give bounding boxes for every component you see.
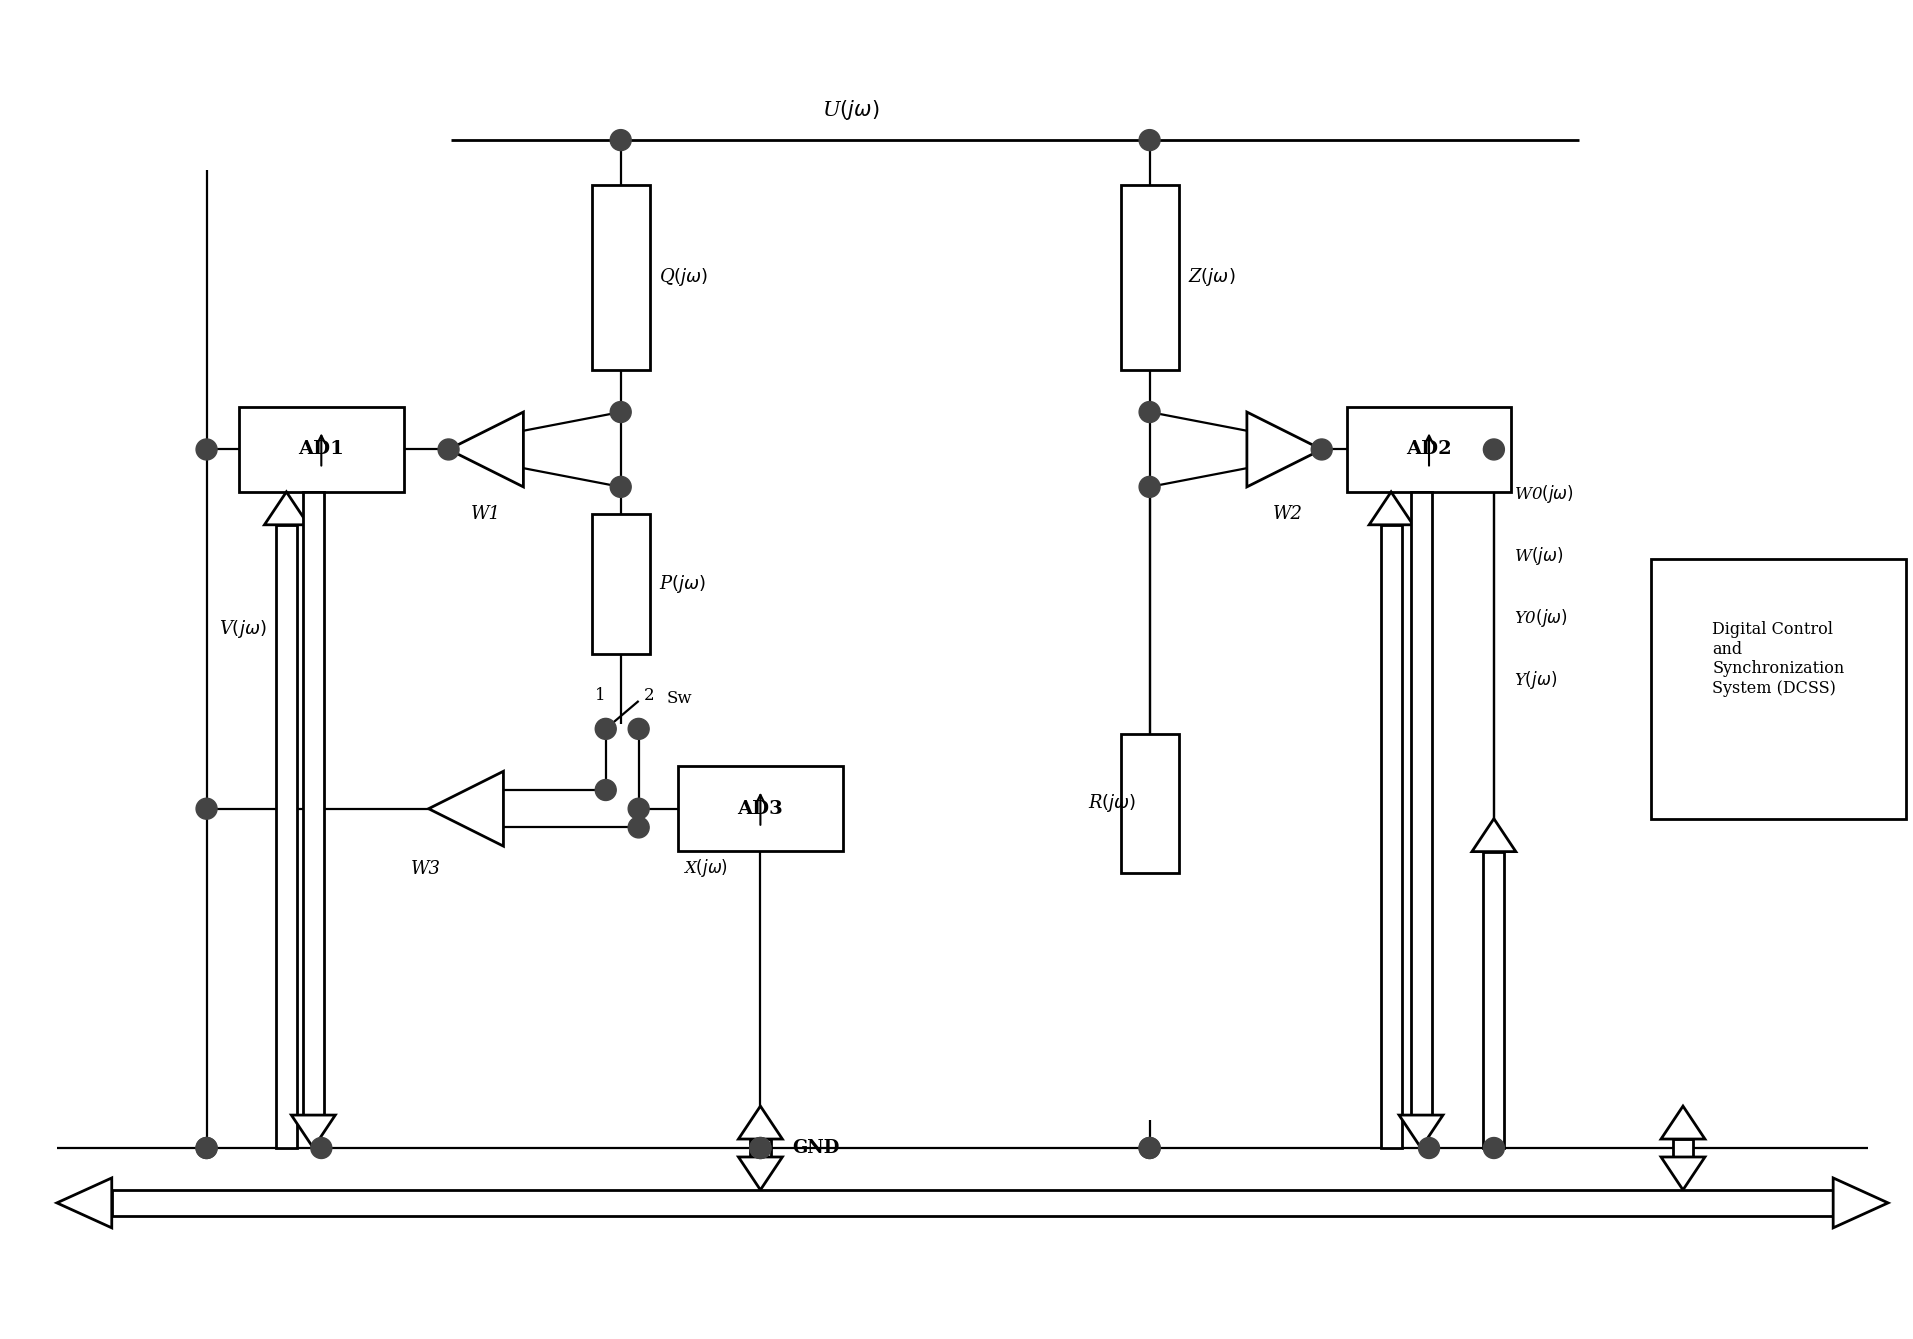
Circle shape bbox=[1138, 402, 1159, 423]
Bar bbox=[239, 407, 404, 491]
Circle shape bbox=[627, 719, 649, 739]
Bar bbox=[750, 1139, 771, 1157]
Circle shape bbox=[195, 439, 216, 459]
Text: +: + bbox=[1247, 459, 1261, 474]
Polygon shape bbox=[264, 491, 308, 525]
Text: P$(j\omega)$: P$(j\omega)$ bbox=[658, 573, 706, 595]
Circle shape bbox=[610, 130, 631, 150]
Text: W$(j\omega)$: W$(j\omega)$ bbox=[1513, 545, 1563, 568]
Circle shape bbox=[610, 402, 631, 423]
Text: W0$(j\omega)$: W0$(j\omega)$ bbox=[1513, 483, 1574, 505]
Text: GND: GND bbox=[792, 1139, 840, 1157]
Polygon shape bbox=[1660, 1157, 1704, 1190]
Circle shape bbox=[438, 439, 459, 459]
Circle shape bbox=[1483, 1138, 1504, 1158]
Circle shape bbox=[750, 1138, 771, 1158]
Circle shape bbox=[1419, 1138, 1439, 1158]
Circle shape bbox=[627, 798, 649, 819]
Bar bbox=[275, 525, 297, 1148]
Circle shape bbox=[610, 477, 631, 497]
Text: Y$(j\omega)$: Y$(j\omega)$ bbox=[1513, 670, 1557, 691]
Polygon shape bbox=[1398, 1115, 1442, 1148]
Polygon shape bbox=[1660, 1106, 1704, 1139]
Bar bbox=[302, 491, 323, 1115]
Polygon shape bbox=[738, 1157, 782, 1190]
Circle shape bbox=[195, 798, 216, 819]
Polygon shape bbox=[1370, 491, 1414, 525]
Circle shape bbox=[750, 1138, 771, 1158]
Text: −: − bbox=[511, 424, 522, 441]
Text: W2: W2 bbox=[1274, 505, 1303, 522]
Circle shape bbox=[1138, 477, 1159, 497]
Text: R$(j\omega)$: R$(j\omega)$ bbox=[1088, 793, 1136, 814]
Circle shape bbox=[627, 817, 649, 838]
Circle shape bbox=[1138, 130, 1159, 150]
Bar bbox=[1651, 560, 1905, 818]
Circle shape bbox=[1138, 1138, 1159, 1158]
Polygon shape bbox=[1247, 412, 1322, 487]
Text: 2: 2 bbox=[643, 687, 654, 704]
Text: Y0$(j\omega)$: Y0$(j\omega)$ bbox=[1513, 607, 1567, 629]
Bar bbox=[111, 1190, 1833, 1216]
Text: Z$(j\omega)$: Z$(j\omega)$ bbox=[1188, 266, 1236, 288]
Text: Digital Control
and
Synchronization
System (DCSS): Digital Control and Synchronization Syst… bbox=[1712, 621, 1844, 696]
Polygon shape bbox=[57, 1178, 111, 1228]
Bar bbox=[591, 185, 650, 370]
Text: U$(j\omega)$: U$(j\omega)$ bbox=[821, 98, 878, 122]
Bar bbox=[1121, 734, 1178, 873]
Polygon shape bbox=[429, 771, 503, 846]
Polygon shape bbox=[448, 412, 524, 487]
Polygon shape bbox=[291, 1115, 335, 1148]
Circle shape bbox=[1138, 1138, 1159, 1158]
Text: −: − bbox=[490, 785, 503, 799]
Circle shape bbox=[310, 1138, 331, 1158]
Text: Q$(j\omega)$: Q$(j\omega)$ bbox=[658, 266, 708, 288]
Text: +: + bbox=[511, 459, 522, 474]
Bar bbox=[1672, 1139, 1693, 1157]
Bar bbox=[1410, 491, 1431, 1115]
Text: AD1: AD1 bbox=[298, 441, 344, 458]
Circle shape bbox=[1310, 439, 1331, 459]
Circle shape bbox=[195, 1138, 216, 1158]
Text: W1: W1 bbox=[471, 505, 501, 522]
Text: Sw: Sw bbox=[666, 690, 693, 707]
Text: 1: 1 bbox=[595, 687, 606, 704]
Circle shape bbox=[595, 719, 616, 739]
Polygon shape bbox=[1833, 1178, 1888, 1228]
Bar bbox=[677, 766, 844, 852]
Bar bbox=[591, 514, 650, 653]
Text: AD3: AD3 bbox=[738, 799, 782, 818]
Text: −: − bbox=[1247, 424, 1261, 441]
Text: X$(j\omega)$: X$(j\omega)$ bbox=[683, 857, 729, 880]
Polygon shape bbox=[1471, 818, 1515, 852]
Circle shape bbox=[195, 1138, 216, 1158]
Text: W3: W3 bbox=[411, 860, 442, 878]
Bar bbox=[1121, 185, 1178, 370]
Text: +: + bbox=[490, 818, 503, 833]
Bar bbox=[1347, 407, 1511, 491]
Circle shape bbox=[1483, 439, 1504, 459]
Text: V$(j\omega)$: V$(j\omega)$ bbox=[218, 619, 266, 640]
Text: AD2: AD2 bbox=[1406, 441, 1452, 458]
Circle shape bbox=[595, 779, 616, 801]
Polygon shape bbox=[738, 1106, 782, 1139]
Bar bbox=[1381, 525, 1402, 1148]
Bar bbox=[1483, 852, 1504, 1148]
